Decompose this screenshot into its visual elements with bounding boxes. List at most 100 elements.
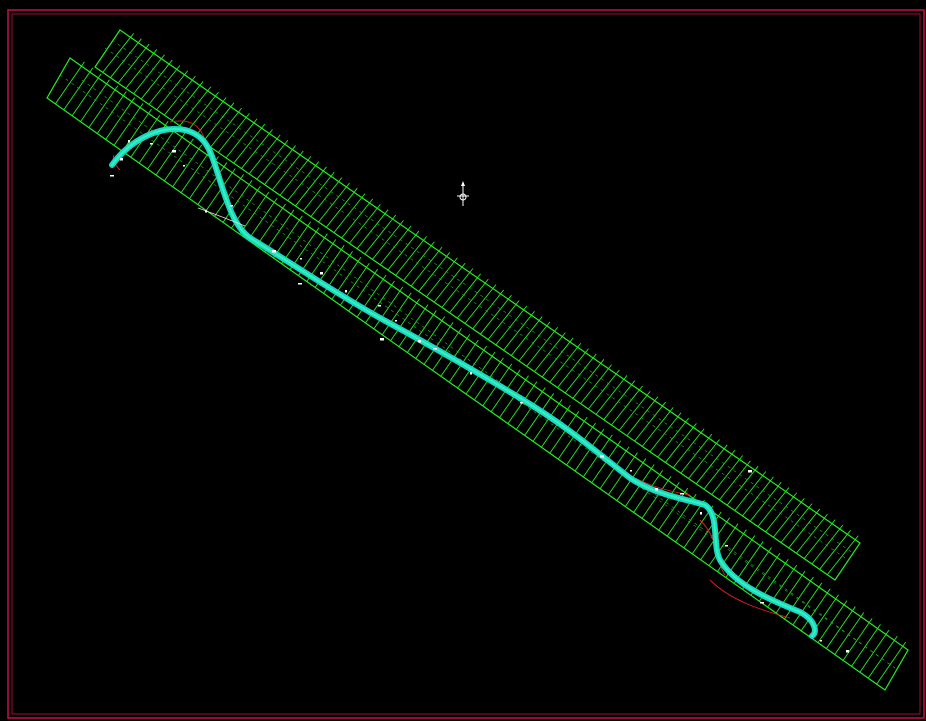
grid-rung xyxy=(534,332,566,372)
grid-rung xyxy=(448,339,479,383)
grid-rung xyxy=(495,305,528,346)
grid-rung xyxy=(825,606,856,649)
grid-rung xyxy=(765,492,797,533)
grid-rung xyxy=(749,481,782,522)
grid-rung xyxy=(541,337,574,378)
grid-rung xyxy=(675,499,705,543)
grid-rung xyxy=(618,391,651,431)
grid-rung xyxy=(187,91,219,132)
grid-rung xyxy=(792,582,823,626)
redline-arc xyxy=(709,579,791,619)
grid-rung xyxy=(349,204,381,244)
grid-rung xyxy=(441,268,474,308)
grid-rung xyxy=(480,294,512,335)
grid-rung xyxy=(834,612,865,655)
grid-rung xyxy=(55,61,85,105)
grid-rung xyxy=(658,487,689,531)
grid-rung xyxy=(410,246,443,287)
grid-rung xyxy=(202,102,235,143)
grid-rung xyxy=(418,252,451,292)
grid-rung xyxy=(272,215,303,259)
grid-rung xyxy=(867,635,898,679)
grid-rung xyxy=(233,123,266,164)
grid-rung xyxy=(803,519,836,559)
grid-rung xyxy=(574,428,605,472)
grid-rung xyxy=(287,161,320,201)
grid-rung xyxy=(626,396,659,436)
grid-rung xyxy=(734,471,767,511)
grid-rung xyxy=(155,132,186,176)
grid-rung xyxy=(423,322,454,365)
grid-rung xyxy=(817,600,848,643)
grid-rung xyxy=(398,304,429,347)
grid-rung xyxy=(649,481,680,525)
annotation-mark xyxy=(725,545,728,547)
annotation-mark xyxy=(298,283,302,285)
annotation-mark xyxy=(378,305,381,307)
grid-rung xyxy=(510,316,543,356)
road-centerline xyxy=(109,126,818,639)
grid-rung xyxy=(341,198,374,239)
centerline-core xyxy=(111,128,816,637)
grid-rung xyxy=(515,387,546,430)
grid-rung xyxy=(719,460,751,501)
grid-rung xyxy=(688,439,720,479)
grid-rung xyxy=(415,316,446,359)
annotation-mark xyxy=(820,640,822,642)
grid-rung xyxy=(788,508,821,549)
grid-rung xyxy=(680,433,713,474)
annotation-mark xyxy=(630,470,632,472)
grid-rung xyxy=(225,118,258,159)
grid-rung xyxy=(395,236,427,276)
sheet-strip-lower xyxy=(46,57,909,691)
grid-rung xyxy=(524,393,555,436)
annotation-mark xyxy=(760,602,764,604)
grid-rung xyxy=(295,166,327,207)
grid-rung xyxy=(557,416,588,460)
grid-rung xyxy=(672,428,705,469)
grid-rung xyxy=(549,343,582,383)
grid-rung xyxy=(406,310,437,353)
grid-rung xyxy=(772,497,805,538)
grid-rung xyxy=(657,417,690,458)
annotation-mark xyxy=(846,650,849,653)
annotation-mark xyxy=(272,250,276,253)
grid-rung xyxy=(373,286,404,330)
grid-rung xyxy=(711,455,744,495)
grid-rung xyxy=(148,65,181,105)
grid-rung xyxy=(217,113,250,153)
grid-rung xyxy=(197,162,228,205)
grid-rung xyxy=(572,359,605,399)
grid-rung xyxy=(440,333,471,377)
grid-rung xyxy=(641,407,674,447)
grid-rung xyxy=(757,487,790,527)
grid-rung xyxy=(80,79,110,122)
grid-rung xyxy=(140,59,173,100)
grid-rung xyxy=(271,150,304,191)
annotation-mark xyxy=(230,205,233,207)
grid-rung xyxy=(214,174,244,217)
grid-rung xyxy=(472,289,505,330)
redline-arc xyxy=(169,120,206,141)
grid-rung xyxy=(433,262,466,303)
grid-rung xyxy=(683,505,714,549)
grid-rung xyxy=(708,523,739,566)
grid-rung xyxy=(179,86,212,127)
grid-rung xyxy=(387,230,420,271)
grid-rung xyxy=(611,385,643,426)
annotation-mark xyxy=(655,488,658,491)
grid-rung xyxy=(464,284,497,324)
grid-rung xyxy=(780,503,813,543)
annotation-mark xyxy=(172,150,176,153)
grid-rung xyxy=(125,49,158,89)
grid-rung xyxy=(518,321,551,362)
grid-rung xyxy=(147,126,177,170)
grid-rung xyxy=(264,145,296,185)
grid-rung xyxy=(105,97,136,140)
annotation-leader xyxy=(197,207,246,227)
grid-rung xyxy=(649,412,682,453)
grid-rung xyxy=(156,70,189,111)
annotation-mark xyxy=(183,165,185,167)
grid-rung xyxy=(122,109,152,152)
